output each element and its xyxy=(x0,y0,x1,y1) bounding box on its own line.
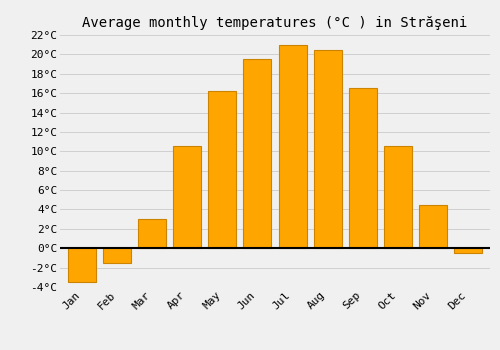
Bar xyxy=(418,205,446,248)
Bar xyxy=(208,91,236,248)
Bar xyxy=(278,45,306,248)
Bar xyxy=(244,59,272,248)
Bar xyxy=(384,146,411,248)
Bar xyxy=(138,219,166,248)
Bar xyxy=(104,248,132,263)
Bar xyxy=(68,248,96,282)
Bar xyxy=(454,248,481,253)
Bar xyxy=(314,50,342,248)
Title: Average monthly temperatures (°C ) in Străşeni: Average monthly temperatures (°C ) in St… xyxy=(82,16,468,30)
Bar xyxy=(348,88,376,248)
Bar xyxy=(174,146,202,248)
